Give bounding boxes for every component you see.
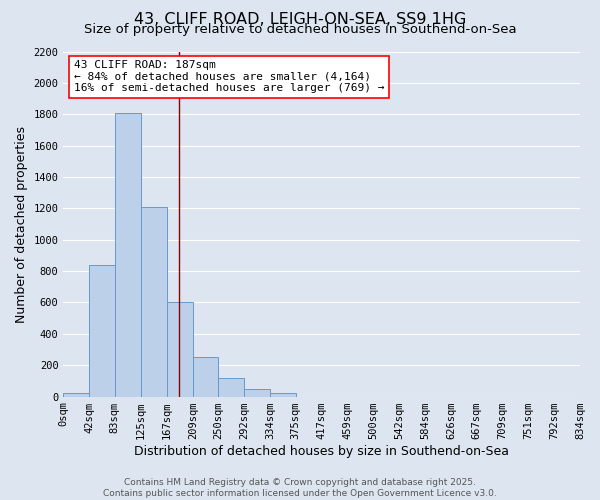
Bar: [218, 378, 244, 396]
Bar: [89, 265, 115, 396]
Bar: [115, 112, 141, 397]
Bar: [244, 388, 270, 396]
Bar: [141, 207, 167, 396]
Text: 43, CLIFF ROAD, LEIGH-ON-SEA, SS9 1HG: 43, CLIFF ROAD, LEIGH-ON-SEA, SS9 1HG: [134, 12, 466, 28]
Text: Size of property relative to detached houses in Southend-on-Sea: Size of property relative to detached ho…: [83, 22, 517, 36]
Bar: [270, 392, 296, 396]
Y-axis label: Number of detached properties: Number of detached properties: [15, 126, 28, 322]
Text: Contains HM Land Registry data © Crown copyright and database right 2025.
Contai: Contains HM Land Registry data © Crown c…: [103, 478, 497, 498]
X-axis label: Distribution of detached houses by size in Southend-on-Sea: Distribution of detached houses by size …: [134, 444, 509, 458]
Bar: [193, 356, 218, 397]
Bar: [167, 302, 193, 396]
Text: 43 CLIFF ROAD: 187sqm
← 84% of detached houses are smaller (4,164)
16% of semi-d: 43 CLIFF ROAD: 187sqm ← 84% of detached …: [74, 60, 384, 94]
Bar: [64, 392, 89, 396]
